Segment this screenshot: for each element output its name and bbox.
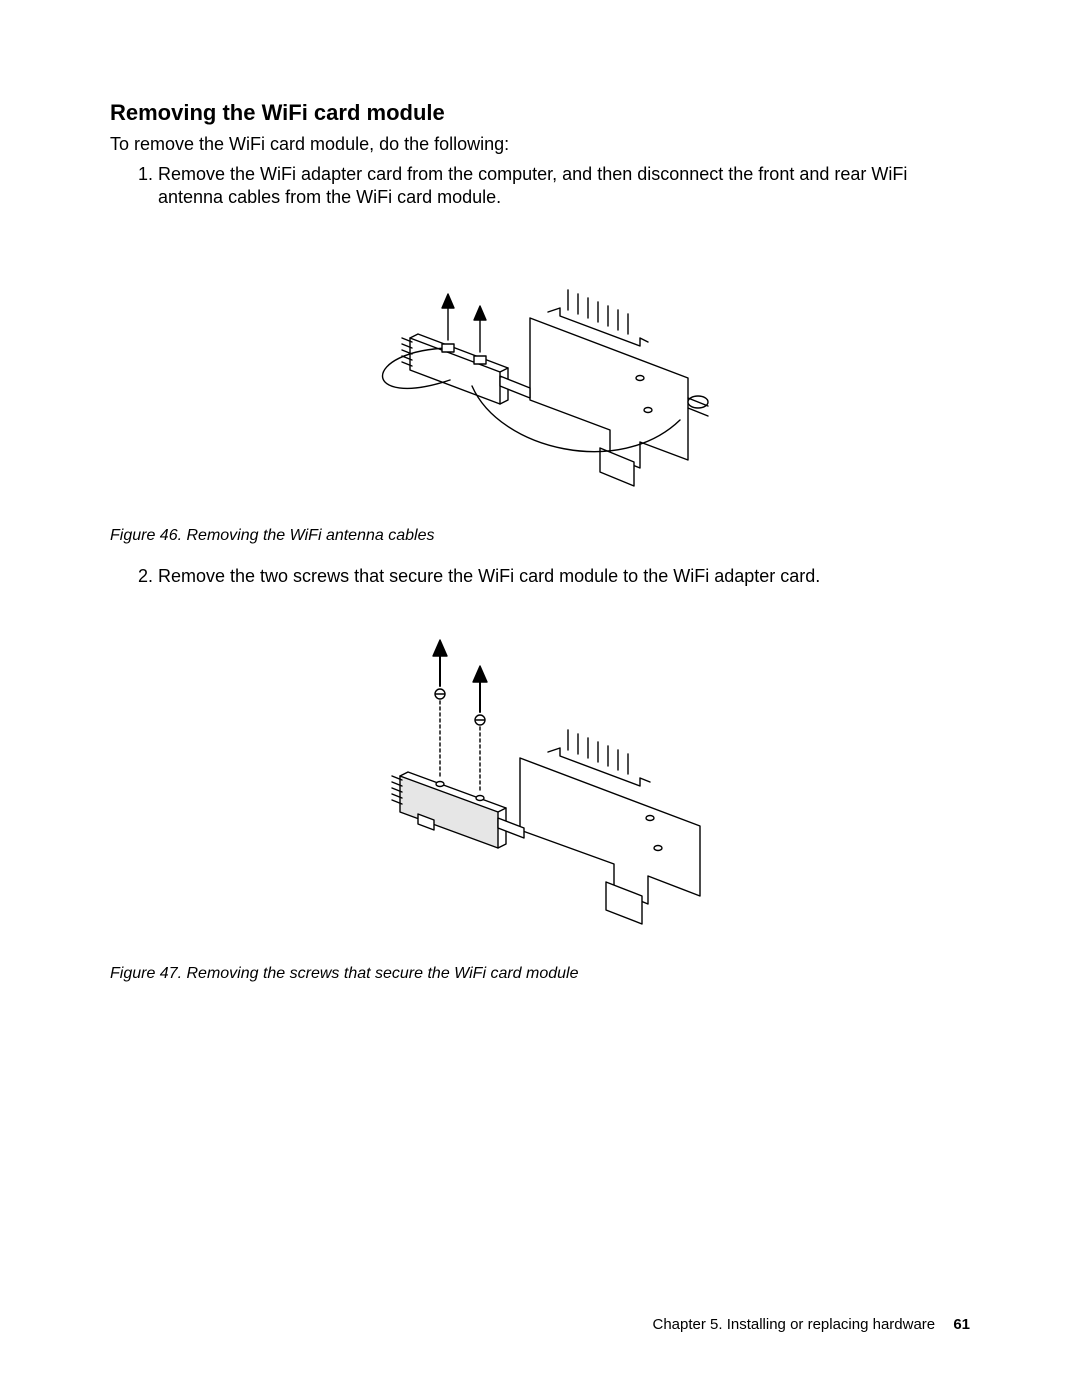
figure-47 <box>110 608 970 953</box>
footer-page-number: 61 <box>953 1316 970 1333</box>
step-2: Remove the two screws that secure the Wi… <box>158 565 970 588</box>
page-footer: Chapter 5. Installing or replacing hardw… <box>652 1316 970 1333</box>
figure-46 <box>110 230 970 515</box>
intro-text: To remove the WiFi card module, do the f… <box>110 134 970 155</box>
step-list: Remove the WiFi adapter card from the co… <box>110 163 970 210</box>
step-list-cont: Remove the two screws that secure the Wi… <box>110 565 970 588</box>
figure-47-caption: Figure 47. Removing the screws that secu… <box>110 965 970 983</box>
footer-chapter: Chapter 5. Installing or replacing hardw… <box>652 1316 935 1333</box>
section-heading: Removing the WiFi card module <box>110 100 970 126</box>
figure-46-caption: Figure 46. Removing the WiFi antenna cab… <box>110 527 970 545</box>
step-1: Remove the WiFi adapter card from the co… <box>158 163 970 210</box>
